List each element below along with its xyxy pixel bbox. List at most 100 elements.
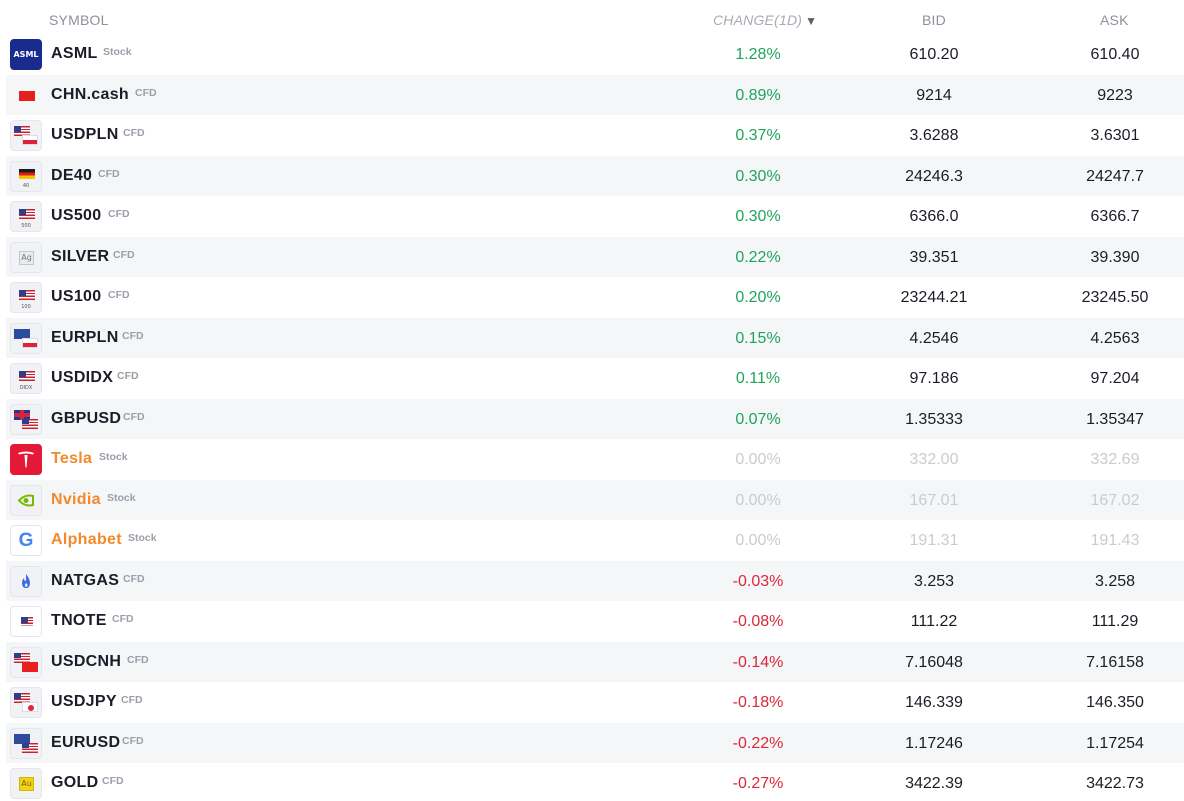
google-g-letter: G bbox=[18, 530, 34, 551]
column-header-change[interactable]: CHANGE(1D) ▼ bbox=[713, 12, 817, 28]
table-row[interactable]: Ag SILVER CFD 0.22% 39.351 39.390 bbox=[6, 236, 1184, 277]
symbol-name[interactable]: USDPLN bbox=[51, 126, 119, 143]
bid-value[interactable]: 3422.39 bbox=[905, 775, 963, 792]
ask-value[interactable]: 1.17254 bbox=[1086, 734, 1144, 752]
table-row[interactable]: DIDX USDIDX CFD 0.11% 97.186 97.204 bbox=[6, 358, 1184, 399]
symbol-name[interactable]: NATGAS bbox=[51, 571, 120, 589]
instrument-type: CFD bbox=[108, 208, 130, 220]
bid-value[interactable]: 39.351 bbox=[909, 248, 959, 266]
gbp-usd-flags-icon bbox=[10, 403, 42, 435]
change-value: -0.03% bbox=[732, 572, 784, 590]
table-row[interactable]: EURUSD CFD -0.22% 1.17246 1.17254 bbox=[6, 722, 1184, 763]
bid-value[interactable]: 9214 bbox=[916, 86, 952, 104]
ask-value[interactable]: 111.29 bbox=[1091, 613, 1139, 630]
bid-value[interactable]: 4.2546 bbox=[909, 329, 959, 347]
table-row[interactable]: 500 US500 CFD 0.30% 6366.0 6366.7 bbox=[6, 196, 1184, 237]
symbol-name[interactable]: USDIDX bbox=[51, 369, 114, 386]
instrument-type: CFD bbox=[123, 127, 145, 139]
table-row[interactable]: NATGAS CFD -0.03% 3.253 3.258 bbox=[6, 560, 1184, 601]
bid-value[interactable]: 167.01 bbox=[909, 491, 959, 509]
table-row[interactable]: G Alphabet Stock 0.00% 191.31 191.43 bbox=[6, 520, 1184, 561]
ask-value[interactable]: 167.02 bbox=[1090, 491, 1140, 509]
bid-value[interactable]: 97.186 bbox=[909, 370, 959, 387]
symbol-name[interactable]: CHN.cash bbox=[51, 85, 129, 103]
ask-value[interactable]: 332.69 bbox=[1090, 451, 1140, 468]
change-value: 0.00% bbox=[735, 451, 781, 468]
symbol-name[interactable]: EURUSD bbox=[51, 733, 121, 751]
ask-value[interactable]: 24247.7 bbox=[1086, 167, 1144, 185]
ask-value[interactable]: 39.390 bbox=[1090, 248, 1140, 266]
eur-pln-flags-icon bbox=[10, 322, 42, 354]
ask-value[interactable]: 97.204 bbox=[1090, 370, 1140, 387]
column-header-bid[interactable]: BID bbox=[922, 12, 946, 28]
symbol-name[interactable]: USDCNH bbox=[51, 652, 122, 670]
table-row[interactable]: TNOTE CFD -0.08% 111.22 111.29 bbox=[6, 601, 1184, 642]
bid-value[interactable]: 191.31 bbox=[909, 532, 959, 549]
bid-value[interactable]: 332.00 bbox=[909, 451, 959, 468]
ask-value[interactable]: 3.6301 bbox=[1090, 127, 1140, 144]
table-row[interactable]: USDCNH CFD -0.14% 7.16048 7.16158 bbox=[6, 641, 1184, 682]
bid-value[interactable]: 3.253 bbox=[913, 572, 955, 590]
column-header-ask[interactable]: ASK bbox=[1100, 12, 1129, 28]
ask-value[interactable]: 3422.73 bbox=[1086, 775, 1144, 792]
ask-value[interactable]: 191.43 bbox=[1090, 532, 1140, 549]
us-note-icon bbox=[10, 606, 42, 637]
instrument-type: Stock bbox=[99, 451, 128, 463]
change-value: 0.22% bbox=[735, 248, 781, 266]
symbol-name[interactable]: EURPLN bbox=[51, 328, 119, 346]
table-row[interactable]: Au GOLD CFD -0.27% 3422.39 3422.73 bbox=[6, 763, 1184, 801]
symbol-name[interactable]: GOLD bbox=[51, 774, 99, 791]
symbol-name[interactable]: Alphabet bbox=[51, 531, 122, 548]
bid-value[interactable]: 23244.21 bbox=[900, 289, 968, 306]
bid-value[interactable]: 610.20 bbox=[909, 46, 959, 63]
symbol-name[interactable]: Tesla bbox=[51, 450, 93, 467]
symbol-name[interactable]: DE40 bbox=[51, 166, 93, 184]
column-header-symbol[interactable]: SYMBOL bbox=[49, 12, 109, 28]
sort-desc-icon[interactable]: ▼ bbox=[805, 14, 818, 28]
us-flag-icon: 100 bbox=[10, 282, 42, 313]
ask-value[interactable]: 146.350 bbox=[1086, 694, 1144, 711]
bid-value[interactable]: 146.339 bbox=[905, 694, 963, 711]
symbol-name[interactable]: SILVER bbox=[51, 247, 110, 265]
symbol-name[interactable]: ASML bbox=[51, 45, 98, 62]
nvidia-logo-icon bbox=[10, 484, 42, 516]
table-row[interactable]: GBPUSD CFD 0.07% 1.35333 1.35347 bbox=[6, 398, 1184, 439]
usd-jpy-flags-icon bbox=[10, 687, 42, 718]
symbol-name[interactable]: TNOTE bbox=[51, 612, 107, 629]
ask-value[interactable]: 4.2563 bbox=[1090, 329, 1140, 347]
ask-value[interactable]: 23245.50 bbox=[1081, 289, 1149, 306]
table-row[interactable]: Nvidia Stock 0.00% 167.01 167.02 bbox=[6, 479, 1184, 520]
table-row[interactable]: USDPLN CFD 0.37% 3.6288 3.6301 bbox=[6, 115, 1184, 156]
instrument-type: Stock bbox=[128, 532, 157, 544]
ask-value[interactable]: 6366.7 bbox=[1090, 208, 1140, 225]
table-row[interactable]: CHN.cash CFD 0.89% 9214 9223 bbox=[6, 74, 1184, 115]
symbol-name[interactable]: GBPUSD bbox=[51, 409, 122, 427]
ask-value[interactable]: 610.40 bbox=[1090, 46, 1140, 63]
bid-value[interactable]: 3.6288 bbox=[909, 127, 959, 144]
ask-value[interactable]: 9223 bbox=[1097, 86, 1133, 104]
change-value: 0.30% bbox=[735, 208, 781, 225]
ask-value[interactable]: 1.35347 bbox=[1086, 410, 1144, 428]
symbol-name[interactable]: US100 bbox=[51, 288, 102, 305]
table-row[interactable]: 40 DE40 CFD 0.30% 24246.3 24247.7 bbox=[6, 155, 1184, 196]
ask-value[interactable]: 3.258 bbox=[1094, 572, 1136, 590]
symbol-name[interactable]: Nvidia bbox=[51, 490, 101, 508]
bid-value[interactable]: 6366.0 bbox=[909, 208, 959, 225]
table-row[interactable]: ASML ASML Stock 1.28% 610.20 610.40 bbox=[6, 34, 1184, 75]
asml-logo-icon: ASML bbox=[10, 39, 42, 70]
table-row[interactable]: USDJPY CFD -0.18% 146.339 146.350 bbox=[6, 682, 1184, 723]
table-row[interactable]: Tesla Stock 0.00% 332.00 332.69 bbox=[6, 439, 1184, 480]
bid-value[interactable]: 1.17246 bbox=[905, 734, 963, 752]
ask-value[interactable]: 7.16158 bbox=[1086, 653, 1144, 671]
gold-symbol-text: Au bbox=[19, 777, 34, 791]
symbol-name[interactable]: USDJPY bbox=[51, 693, 117, 710]
bid-value[interactable]: 111.22 bbox=[910, 613, 958, 630]
table-row[interactable]: 100 US100 CFD 0.20% 23244.21 23245.50 bbox=[6, 277, 1184, 318]
symbol-name[interactable]: US500 bbox=[51, 207, 102, 224]
bid-value[interactable]: 7.16048 bbox=[905, 653, 963, 671]
bid-value[interactable]: 24246.3 bbox=[905, 167, 963, 185]
change-value: 0.89% bbox=[735, 86, 781, 104]
change-value: 0.00% bbox=[735, 491, 781, 509]
table-row[interactable]: EURPLN CFD 0.15% 4.2546 4.2563 bbox=[6, 317, 1184, 358]
bid-value[interactable]: 1.35333 bbox=[905, 410, 963, 428]
